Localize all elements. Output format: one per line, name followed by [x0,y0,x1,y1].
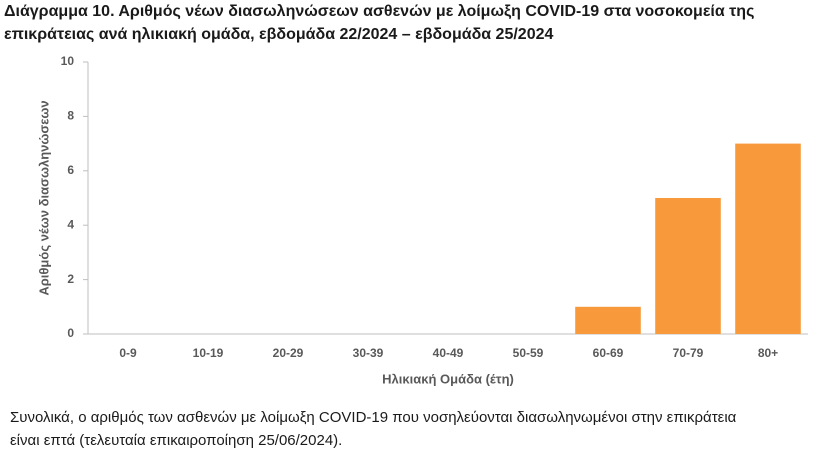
x-tick-label: 0-9 [119,346,137,360]
x-tick-label: 60-69 [593,346,624,360]
bar [735,143,801,334]
y-tick-label: 8 [67,109,74,123]
x-tick-label: 40-49 [433,346,464,360]
x-axis-label: Ηλικιακή Ομάδα (έτη) [382,371,514,386]
x-tick-label: 70-79 [673,346,704,360]
caption-line: είναι επτά (τελευταία επικαιροποίηση 25/… [10,432,343,449]
bar [655,198,721,334]
x-tick-label: 20-29 [273,346,304,360]
x-tick-label: 50-59 [513,346,544,360]
x-tick-label: 80+ [758,346,778,360]
bar [575,306,641,334]
y-axis-label: Αριθμός νέων διασωληνώσεων [36,100,51,295]
y-tick-label: 6 [67,163,74,177]
y-tick-label: 2 [67,272,74,286]
y-tick-label: 0 [67,326,74,340]
chart: Αριθμός νέων διασωληνώσεων Ηλικιακή Ομάδ… [36,54,808,386]
x-tick-label: 10-19 [193,346,224,360]
chart-title: Διάγραμμα 10. Αριθμός νέων διασωληνώσεων… [4,3,755,43]
caption-line: Συνολικά, ο αριθμός των ασθενών με λοίμω… [10,409,737,426]
y-tick-label: 10 [61,54,75,68]
caption: Συνολικά, ο αριθμός των ασθενών με λοίμω… [10,406,736,452]
y-tick-label: 4 [67,217,74,231]
x-tick-label: 30-39 [353,346,384,360]
